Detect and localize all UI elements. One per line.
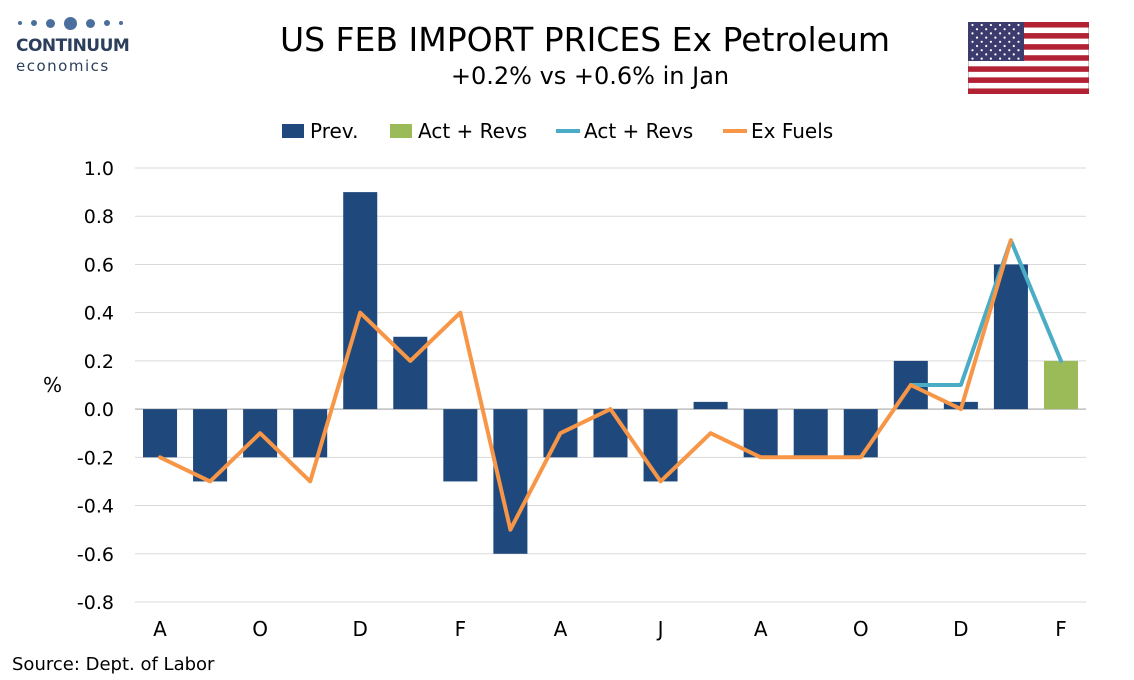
continuum-logo: CONTINUUM economics <box>10 14 134 76</box>
y-tick-label: -0.2 <box>77 447 114 469</box>
y-tick-label: 0.2 <box>84 351 114 373</box>
bar <box>293 409 328 458</box>
bar <box>1043 360 1078 410</box>
bar <box>693 401 728 410</box>
x-tick-label: A <box>554 617 568 641</box>
bar-series <box>143 192 1078 554</box>
legend-swatch <box>390 124 412 138</box>
bar <box>443 409 478 482</box>
bar <box>593 409 628 458</box>
x-tick-label: J <box>656 617 664 641</box>
x-tick-label: A <box>754 617 768 641</box>
legend-label: Act + Revs <box>584 119 693 143</box>
x-tick-label: F <box>455 617 467 641</box>
y-axis-label: % <box>43 373 62 397</box>
x-tick-label: A <box>153 617 167 641</box>
bar <box>343 192 378 410</box>
y-tick-label: -0.6 <box>77 544 114 566</box>
logo-dots-icon <box>18 16 123 30</box>
x-tick-label: O <box>853 617 869 641</box>
chart-subtitle: +0.2% vs +0.6% in Jan <box>450 62 730 90</box>
y-tick-label: 0.6 <box>84 254 114 276</box>
logo-subtitle: economics <box>16 57 110 75</box>
y-tick-label: 1.0 <box>84 158 114 180</box>
legend-label: Prev. <box>310 119 358 143</box>
legend: Prev. Act + Revs Act + Revs Ex Fuels <box>282 119 833 143</box>
y-tick-label: 0.0 <box>84 399 114 421</box>
ex-fuels-line <box>158 238 1013 532</box>
logo-name: CONTINUUM <box>16 36 130 56</box>
x-tick-label: D <box>353 617 368 641</box>
bar <box>143 409 178 458</box>
line-series <box>158 238 1063 532</box>
bar <box>843 409 878 458</box>
x-tick-label: O <box>252 617 268 641</box>
y-axis-ticks: 1.0 0.8 0.6 0.4 0.2 0.0 -0.2 -0.4 -0.6 -0.8 <box>77 158 114 614</box>
act-revs-line <box>908 238 1063 387</box>
y-tick-label: -0.8 <box>77 592 114 614</box>
legend-label: Ex Fuels <box>751 119 833 143</box>
us-flag-icon <box>968 22 1089 94</box>
x-tick-label: D <box>953 617 968 641</box>
x-tick-label: F <box>1055 617 1067 641</box>
legend-label: Act + Revs <box>418 119 527 143</box>
y-tick-label: 0.4 <box>84 303 114 325</box>
bar <box>743 409 778 458</box>
source-note: Source: Dept. of Labor <box>12 654 215 675</box>
bar <box>993 264 1028 410</box>
bar <box>793 409 828 458</box>
y-tick-label: 0.8 <box>84 206 114 228</box>
y-tick-label: -0.4 <box>77 496 114 518</box>
legend-swatch <box>282 124 304 138</box>
chart-title: US FEB IMPORT PRICES Ex Petroleum <box>279 20 891 59</box>
